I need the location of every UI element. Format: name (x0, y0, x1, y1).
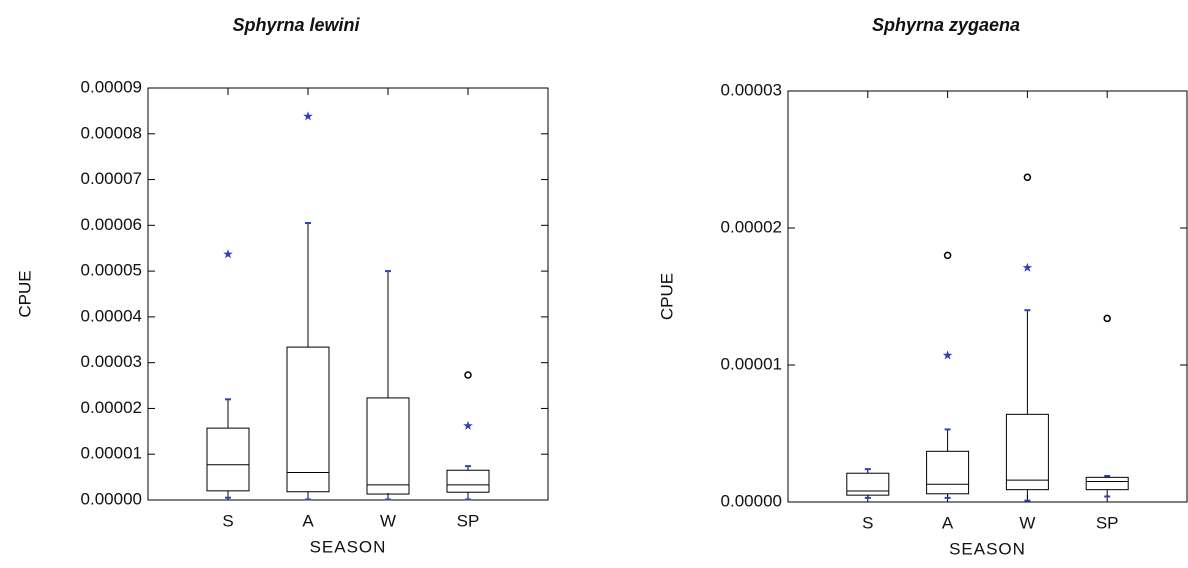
x-axis-label: SEASON (949, 539, 1026, 558)
y-tick-label: 0.00004 (81, 306, 142, 325)
chart-title: Sphyrna lewini (232, 15, 360, 35)
y-axis-label: CPUE (657, 273, 676, 320)
y-tick-label: 0.00001 (721, 354, 782, 373)
x-tick-label: W (380, 511, 396, 530)
box (366, 397, 410, 495)
plot-frame (787, 90, 1188, 503)
x-tick-label: SP (457, 511, 480, 530)
plot-frame (147, 87, 549, 501)
y-tick-label: 0.00005 (81, 261, 142, 280)
outlier-star (303, 111, 313, 121)
outlier (1103, 314, 1111, 323)
box (1085, 476, 1129, 491)
y-tick-label: 0.00003 (721, 80, 782, 99)
y-tick-label: 0.00003 (81, 352, 142, 371)
outlier (1023, 173, 1032, 182)
y-tick-label: 0.00007 (81, 169, 142, 188)
box (446, 469, 490, 493)
y-tick-label: 0.00000 (721, 491, 782, 510)
box (206, 427, 250, 492)
y-tick-label: 0.00009 (81, 77, 142, 96)
y-tick-label: 0.00006 (81, 215, 142, 234)
box (1005, 413, 1049, 491)
box (926, 450, 970, 495)
y-tick-label: 0.00000 (81, 489, 142, 508)
x-tick-label: SP (1096, 513, 1119, 532)
y-axis-label: CPUE (15, 270, 34, 317)
y-tick-label: 0.00002 (721, 217, 782, 236)
y-tick-label: 0.00008 (81, 123, 142, 142)
outlier (943, 251, 952, 260)
box (846, 472, 890, 496)
y-tick-label: 0.00002 (81, 398, 142, 417)
outlier-star (223, 249, 233, 259)
x-tick-label: S (862, 513, 873, 532)
x-tick-label: A (302, 511, 314, 530)
outlier-star (1022, 262, 1033, 272)
x-tick-label: A (942, 513, 954, 532)
chart-title: Sphyrna zygaena (872, 15, 1020, 35)
outlier-star (942, 350, 953, 360)
y-tick-label: 0.00001 (81, 444, 142, 463)
x-axis-label: SEASON (310, 537, 387, 556)
outlier (464, 371, 472, 379)
x-tick-label: W (1019, 513, 1035, 532)
x-tick-label: S (222, 511, 233, 530)
box (286, 346, 330, 493)
outlier-star (463, 420, 473, 430)
